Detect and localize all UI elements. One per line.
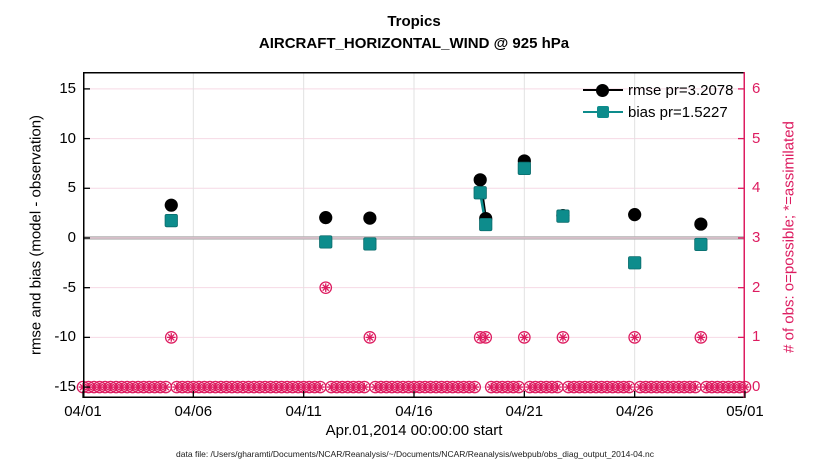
obs-marker: [164, 331, 178, 344]
legend-bias-label: bias pr=1.5227: [628, 103, 728, 121]
possible-obs-circle-icon: [319, 281, 333, 295]
right-tick-label: 6: [752, 79, 761, 97]
possible-obs-circle-icon: [628, 331, 642, 344]
x-tick-label: 04/01: [64, 403, 102, 420]
legend-bias-marker: [583, 101, 623, 123]
plot-area: [76, 72, 752, 398]
obs-marker: [319, 281, 333, 295]
possible-obs-circle-icon: [164, 331, 178, 344]
square-marker-icon: [596, 106, 609, 118]
possible-obs-circle-icon: [517, 331, 531, 344]
assimilated-obs-asterisk-icon: [322, 284, 330, 292]
right-tick-label: 5: [752, 129, 761, 147]
obs-marker-zero: [358, 380, 371, 394]
x-tick-label: 04/11: [285, 403, 322, 420]
right-tick-label: 4: [752, 179, 761, 197]
assimilated-obs-asterisk-icon: [520, 333, 528, 341]
x-tick-label: 05/01: [726, 403, 764, 420]
legend-item-rmse: rmse pr=3.2078: [583, 79, 733, 101]
assimilated-obs-asterisk-icon: [482, 333, 490, 341]
obs-marker-zero: [551, 380, 564, 394]
rmse-marker: [628, 208, 642, 222]
rmse-marker: [694, 217, 708, 231]
assimilated-obs-asterisk-icon: [625, 383, 633, 391]
obs-marker-zero: [159, 380, 173, 394]
right-tick-label: 0: [752, 378, 761, 396]
assimilated-obs-asterisk-icon: [559, 333, 567, 341]
right-tick-label: 2: [752, 278, 761, 296]
left-tick-label: -10: [54, 328, 76, 346]
chart-svg: [76, 72, 752, 398]
obs-marker-zero: [622, 380, 636, 394]
assimilated-obs-asterisk-icon: [162, 383, 170, 391]
rmse-marker: [164, 198, 178, 212]
x-tick-label: 04/06: [174, 403, 213, 420]
obs-marker: [363, 331, 377, 344]
obs-marker-zero: [468, 380, 482, 394]
legend: rmse pr=3.2078 bias pr=1.5227: [583, 79, 733, 123]
x-tick-label: 04/21: [505, 403, 544, 420]
bias-marker: [164, 213, 178, 228]
assimilated-obs-asterisk-icon: [691, 383, 699, 391]
legend-item-bias: bias pr=1.5227: [583, 101, 733, 123]
bias-marker: [694, 237, 708, 252]
right-tick-label: 1: [752, 328, 761, 346]
possible-obs-circle-icon: [468, 380, 482, 394]
obs-marker: [694, 331, 708, 344]
assimilated-obs-asterisk-icon: [471, 383, 479, 391]
assimilated-obs-asterisk-icon: [553, 383, 561, 391]
assimilated-obs-asterisk-icon: [631, 333, 639, 341]
obs-marker: [479, 331, 493, 344]
left-tick-label: 15: [59, 79, 76, 97]
obs-marker-zero: [512, 380, 526, 394]
obs-marker: [517, 331, 531, 344]
bias-marker: [517, 161, 531, 176]
bias-marker: [363, 237, 377, 251]
plot-title: Tropics: [387, 13, 441, 30]
possible-obs-circle-icon: [363, 331, 377, 344]
rmse-marker: [363, 211, 377, 225]
assimilated-obs-asterisk-icon: [697, 333, 705, 341]
obs-marker-zero: [313, 380, 327, 394]
x-tick-label: 04/26: [615, 403, 654, 420]
legend-rmse-label: rmse pr=3.2078: [628, 81, 734, 99]
rmse-marker: [473, 173, 487, 187]
rmse-marker: [319, 211, 333, 225]
left-tick-label: 0: [67, 228, 76, 246]
circle-marker-icon: [596, 83, 609, 97]
legend-rmse-marker: [583, 79, 623, 101]
assimilated-obs-asterisk-icon: [316, 383, 324, 391]
assimilated-obs-asterisk-icon: [515, 383, 523, 391]
x-axis-label: Apr.01,2014 00:00:00 start: [325, 422, 503, 439]
obs-marker-zero: [688, 380, 702, 394]
obs-marker: [556, 331, 570, 344]
assimilated-obs-asterisk-icon: [366, 333, 374, 341]
left-tick-label: -15: [54, 378, 76, 396]
bias-marker: [473, 186, 487, 200]
data-file-path: data file: /Users/gharamti/Documents/NCA…: [176, 449, 654, 459]
possible-obs-circle-icon: [479, 331, 493, 344]
bias-marker: [556, 209, 570, 223]
bias-marker: [479, 217, 493, 232]
left-tick-label: -5: [62, 278, 76, 296]
bias-marker: [319, 235, 333, 249]
left-tick-label: 10: [59, 129, 76, 147]
bias-marker: [628, 256, 642, 270]
assimilated-obs-asterisk-icon: [360, 383, 368, 391]
obs-marker: [628, 331, 642, 344]
right-tick-label: 3: [752, 228, 761, 246]
left-tick-label: 5: [67, 179, 76, 197]
assimilated-obs-asterisk-icon: [167, 333, 175, 341]
possible-obs-circle-icon: [694, 331, 708, 344]
x-tick-label: 04/16: [395, 403, 433, 420]
plot-subtitle: AIRCRAFT_HORIZONTAL_WIND @ 925 hPa: [258, 35, 570, 52]
possible-obs-circle-icon: [556, 331, 570, 344]
